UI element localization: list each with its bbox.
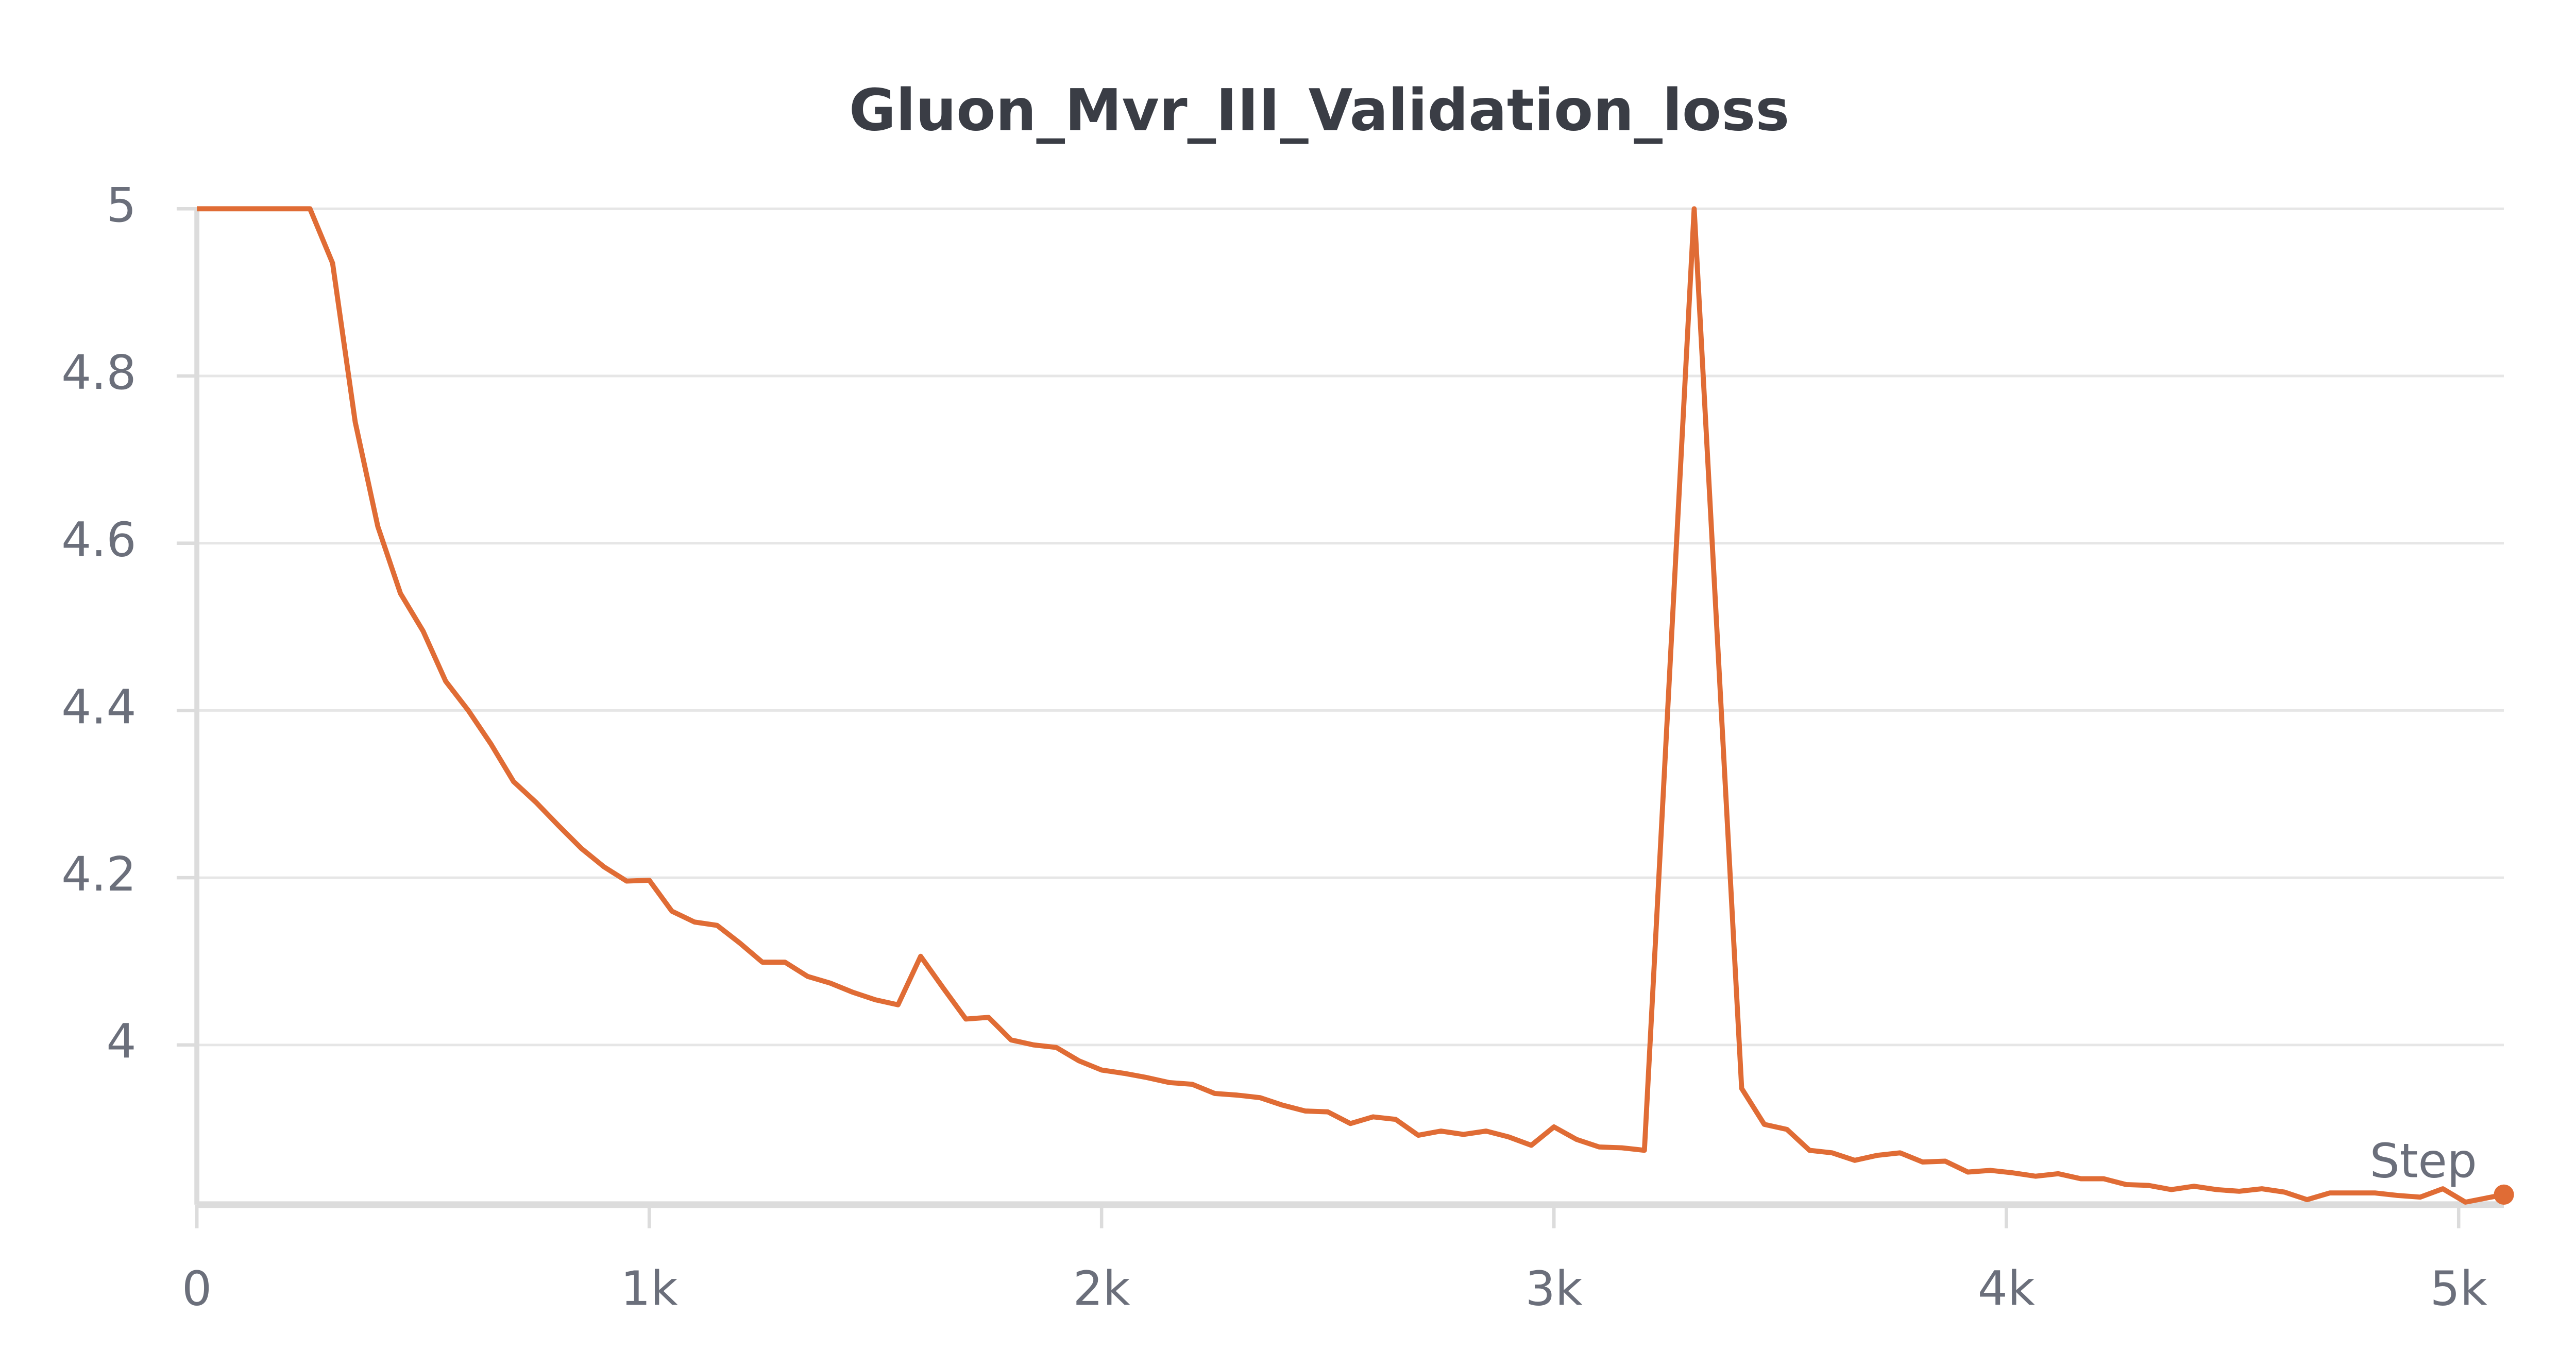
y-tick-label: 4.2 — [61, 847, 136, 902]
y-tick-label: 5 — [106, 178, 136, 233]
end-point — [2494, 1184, 2514, 1205]
x-axis-label: Step — [2370, 1133, 2477, 1188]
x-tick-label: 4k — [1978, 1261, 2035, 1316]
y-tick-label: 4.4 — [61, 679, 136, 734]
x-tick-label: 1k — [621, 1261, 678, 1316]
chart-title: Gluon_Mvr_III_Validation_loss — [849, 78, 1789, 144]
x-tick-label: 2k — [1073, 1261, 1130, 1316]
line-series — [197, 206, 2504, 1205]
y-tick-label: 4 — [106, 1014, 136, 1069]
x-tick-label: 3k — [1526, 1261, 1583, 1316]
y-tick-label: 4.6 — [61, 512, 136, 568]
x-tick-label: 0 — [182, 1261, 212, 1316]
x-tick-label: 5k — [2430, 1261, 2487, 1316]
y-tick-label: 4.8 — [61, 345, 136, 400]
